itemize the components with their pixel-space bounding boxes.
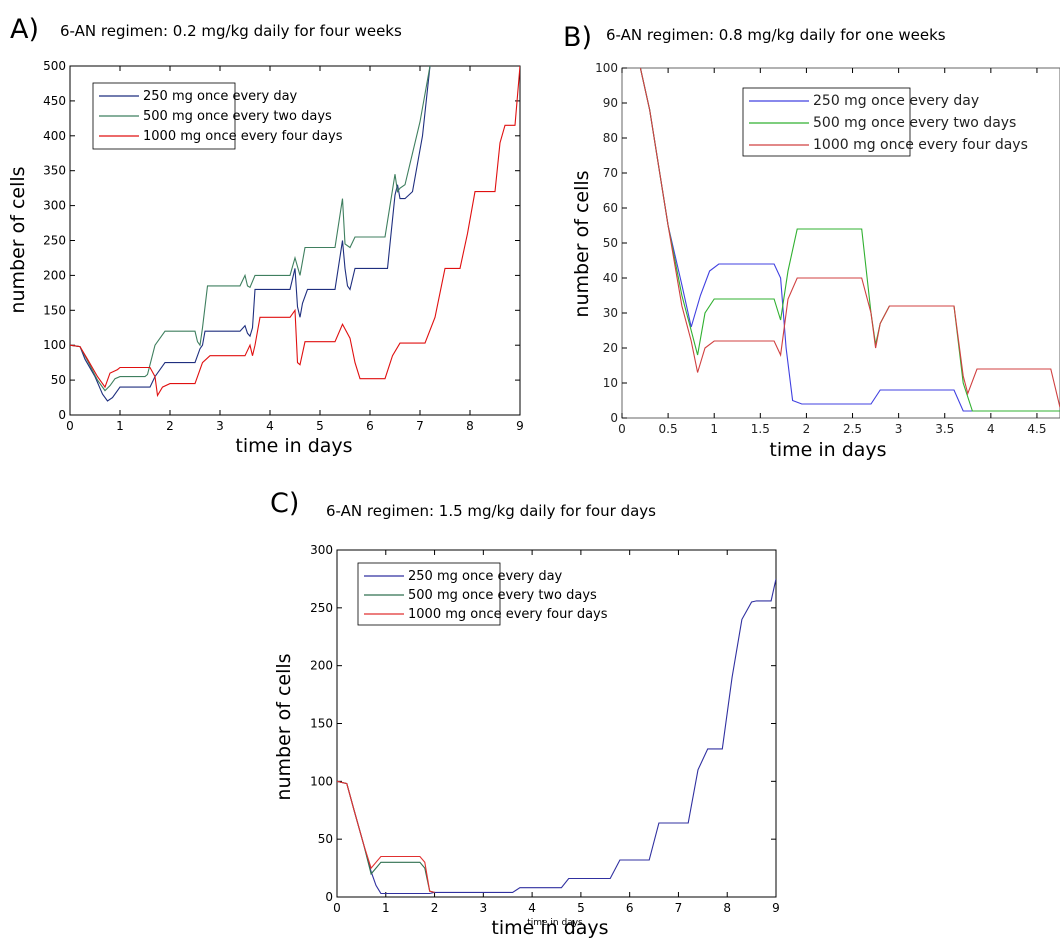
y-tick-label: 500 [43,59,66,73]
legend-label: 250 mg once every day [813,93,979,109]
x-tick-label: 7 [675,901,683,915]
y-tick-label: 40 [603,271,618,285]
legend-box [357,562,501,626]
series-line-3 [337,780,435,893]
x-tick-label: 4 [266,419,274,433]
legend-label: 500 mg once every two days [813,115,1016,131]
y-tick-label: 0 [58,408,66,422]
series-line-2 [70,66,431,392]
x-tick-label: 2 [803,422,811,436]
series-line-3 [70,66,520,398]
x-tick-label: 7 [416,419,424,433]
x-tick-label: 1 [116,419,124,433]
panel-c-ylabel: number of cells [273,653,295,800]
y-tick-label: 400 [43,129,66,143]
x-tick-label: 0.5 [659,422,678,436]
series-line-3 [639,68,1060,408]
x-tick-label: 6 [366,419,374,433]
y-tick-label: 60 [603,201,618,215]
y-tick-label: 80 [603,131,618,145]
panel-b-letter: B) [563,22,592,53]
y-tick-label: 50 [318,832,333,846]
y-tick-label: 450 [43,94,66,108]
panel-b-xlabel: time in days [769,439,886,461]
y-tick-label: 200 [43,268,66,282]
x-tick-label: 5 [316,419,324,433]
y-tick-label: 350 [43,164,66,178]
panel-a-ylabel: number of cells [7,166,29,313]
x-tick-label: 0 [618,422,626,436]
x-tick-label: 2 [431,901,439,915]
x-tick-label: 4 [528,901,536,915]
panel-a-title: 6-AN regimen: 0.2 mg/kg daily for four w… [60,22,402,40]
x-tick-label: 3 [480,901,488,915]
y-tick-label: 200 [310,659,333,673]
legend-label: 250 mg once every day [143,89,298,104]
x-tick-label: 3.5 [935,422,954,436]
y-tick-label: 50 [603,236,618,250]
x-tick-label: 9 [516,419,524,433]
panel-b: B) 6-AN regimen: 0.8 mg/kg daily for one… [563,22,1060,461]
y-tick-label: 90 [603,96,618,110]
panel-b-title: 6-AN regimen: 0.8 mg/kg daily for one we… [606,26,946,44]
x-tick-label: 1.5 [751,422,770,436]
panel-a: A) 6-AN regimen: 0.2 mg/kg daily for fou… [7,14,524,457]
legend-label: 500 mg once every two days [408,588,597,603]
panel-a-letter: A) [10,14,39,45]
y-tick-label: 100 [43,338,66,352]
series-line-1 [70,66,431,402]
x-tick-label: 3 [216,419,224,433]
y-tick-label: 50 [51,373,66,387]
y-tick-label: 0 [325,890,333,904]
panel-c-xlabel: time in days [491,917,608,939]
x-tick-label: 1 [710,422,718,436]
series-line-1 [337,578,776,895]
x-tick-label: 0 [66,419,74,433]
x-tick-label: 8 [466,419,474,433]
panel-a-xlabel: time in days [235,435,352,457]
legend-label: 1000 mg once every four days [408,607,608,622]
legend-label: 500 mg once every two days [143,109,332,124]
x-tick-label: 2 [166,419,174,433]
x-tick-label: 1 [382,901,390,915]
y-tick-label: 300 [310,543,333,557]
x-tick-label: 4 [987,422,995,436]
x-tick-label: 4.5 [1027,422,1046,436]
y-tick-label: 20 [603,341,618,355]
series-line-1 [639,68,1060,412]
panel-b-ylabel: number of cells [571,170,593,317]
y-tick-label: 250 [43,234,66,248]
legend-label: 1000 mg once every four days [143,129,343,144]
panel-c: C) 6-AN regimen: 1.5 mg/kg daily for fou… [270,488,780,939]
y-tick-label: 100 [595,61,618,75]
y-tick-label: 300 [43,199,66,213]
panel-c-plot: 0 1 2 3 4 5 6 7 8 9 0 50 100 150 200 250 300 250 mg once … [310,543,780,915]
y-tick-label: 10 [603,376,618,390]
legend-label: 250 mg once every day [408,569,563,584]
y-tick-label: 30 [603,306,618,320]
y-tick-label: 70 [603,166,618,180]
x-tick-label: 6 [626,901,634,915]
panel-a-plot: 0 1 2 3 4 5 6 7 8 9 0 50 100 150 200 250 300 350 400 450 500… [43,59,524,433]
y-tick-label: 0 [610,411,618,425]
x-tick-label: 9 [772,901,780,915]
x-tick-label: 8 [723,901,731,915]
panel-b-plot: 0 0.5 1 1.5 2 2.5 3 3.5 4 4.5 0 10 20 30 40 50 60 70 80 90 1… [595,61,1060,436]
x-tick-label: 5 [577,901,585,915]
panel-c-title: 6-AN regimen: 1.5 mg/kg daily for four d… [326,502,656,520]
y-tick-label: 100 [310,774,333,788]
panel-c-xlabel-overlap: time in days [527,918,583,928]
x-tick-label: 3 [895,422,903,436]
y-tick-label: 150 [43,303,66,317]
x-tick-label: 0 [333,901,341,915]
y-tick-label: 250 [310,601,333,615]
y-tick-label: 150 [310,717,333,731]
panel-c-letter: C) [270,488,299,519]
legend-label: 1000 mg once every four days [813,137,1028,153]
x-tick-label: 2.5 [843,422,862,436]
